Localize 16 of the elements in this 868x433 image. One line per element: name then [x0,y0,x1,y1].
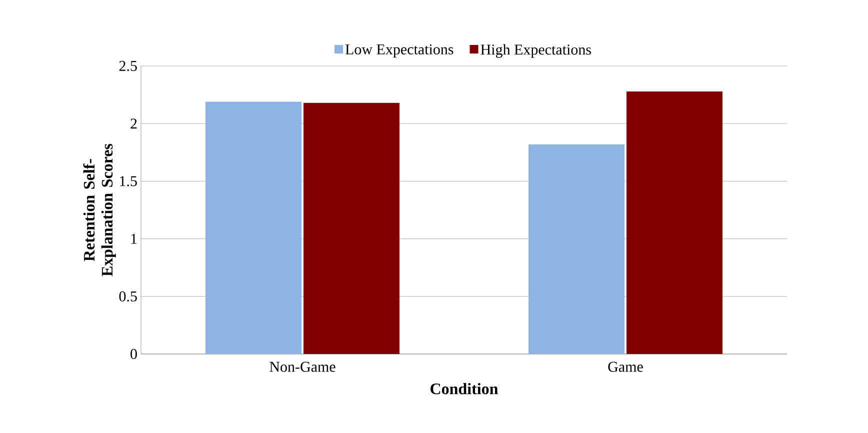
legend-label: High Expectations [480,44,591,58]
x-tick-label: Non-Game [270,362,336,372]
bar [626,91,722,354]
y-tick-label: 2.5 [119,60,137,72]
y-tick-label: 1.5 [120,176,137,186]
bar [206,102,302,354]
y-tick-label: 0.5 [119,291,137,302]
x-axis-title: Condition [430,382,498,394]
y-tick-label: 0 [130,348,137,360]
bar [528,144,624,354]
y-tick-label: 2 [130,118,137,129]
bar [304,102,400,354]
legend-label: Low Expectations [345,44,454,58]
y-tick-label: 1 [131,234,137,244]
x-tick-label: Game [608,362,643,372]
y-axis-title: Retention Self-Explanation Scores [83,144,116,276]
